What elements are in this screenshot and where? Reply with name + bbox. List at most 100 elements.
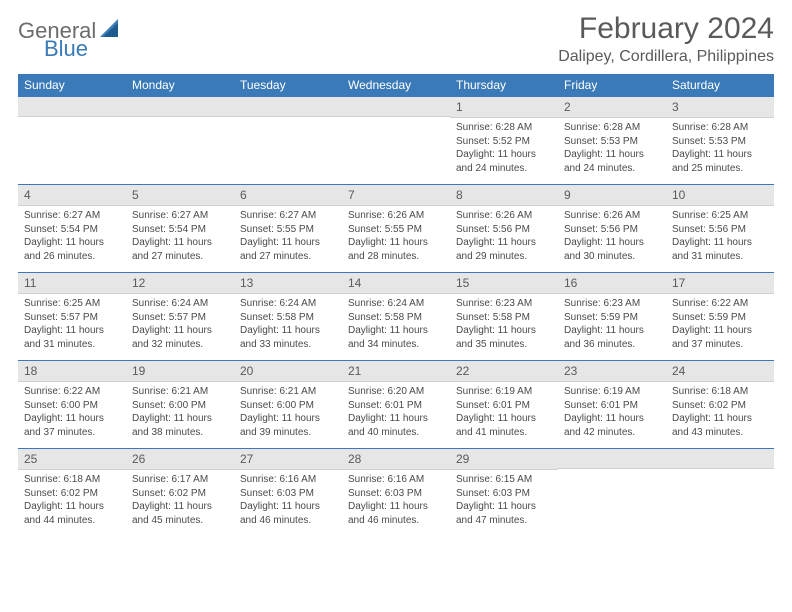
daylight-text: Daylight: 11 hours <box>132 324 228 338</box>
daylight-text: Daylight: 11 hours <box>132 412 228 426</box>
day-number: 10 <box>666 185 774 206</box>
day-number: 6 <box>234 185 342 206</box>
sunrise-text: Sunrise: 6:21 AM <box>240 385 336 399</box>
sunrise-text: Sunrise: 6:16 AM <box>348 473 444 487</box>
sunrise-text: Sunrise: 6:27 AM <box>24 209 120 223</box>
day-details: Sunrise: 6:22 AMSunset: 6:00 PMDaylight:… <box>18 382 126 442</box>
sunset-text: Sunset: 5:59 PM <box>564 311 660 325</box>
day-number: 23 <box>558 361 666 382</box>
sunset-text: Sunset: 6:02 PM <box>132 487 228 501</box>
day-cell <box>666 449 774 537</box>
sunrise-text: Sunrise: 6:27 AM <box>132 209 228 223</box>
day-cell <box>342 97 450 185</box>
week-row: 11Sunrise: 6:25 AMSunset: 5:57 PMDayligh… <box>18 273 774 361</box>
day-number: 25 <box>18 449 126 470</box>
day-cell: 15Sunrise: 6:23 AMSunset: 5:58 PMDayligh… <box>450 273 558 361</box>
daylight-text: Daylight: 11 hours <box>348 324 444 338</box>
day-cell: 14Sunrise: 6:24 AMSunset: 5:58 PMDayligh… <box>342 273 450 361</box>
sunset-text: Sunset: 6:03 PM <box>240 487 336 501</box>
day-details: Sunrise: 6:16 AMSunset: 6:03 PMDaylight:… <box>234 470 342 530</box>
daylight-text-2: and 32 minutes. <box>132 338 228 352</box>
sunset-text: Sunset: 5:56 PM <box>672 223 768 237</box>
day-details: Sunrise: 6:24 AMSunset: 5:58 PMDaylight:… <box>234 294 342 354</box>
day-details: Sunrise: 6:21 AMSunset: 6:00 PMDaylight:… <box>126 382 234 442</box>
daylight-text-2: and 29 minutes. <box>456 250 552 264</box>
day-details: Sunrise: 6:20 AMSunset: 6:01 PMDaylight:… <box>342 382 450 442</box>
sunset-text: Sunset: 5:53 PM <box>672 135 768 149</box>
daylight-text: Daylight: 11 hours <box>564 412 660 426</box>
empty-day-number <box>18 97 126 117</box>
sunrise-text: Sunrise: 6:18 AM <box>24 473 120 487</box>
day-cell: 27Sunrise: 6:16 AMSunset: 6:03 PMDayligh… <box>234 449 342 537</box>
daylight-text-2: and 47 minutes. <box>456 514 552 528</box>
week-row: 25Sunrise: 6:18 AMSunset: 6:02 PMDayligh… <box>18 449 774 537</box>
daylight-text: Daylight: 11 hours <box>240 236 336 250</box>
day-cell <box>234 97 342 185</box>
day-details: Sunrise: 6:24 AMSunset: 5:58 PMDaylight:… <box>342 294 450 354</box>
day-details: Sunrise: 6:27 AMSunset: 5:55 PMDaylight:… <box>234 206 342 266</box>
day-number: 27 <box>234 449 342 470</box>
empty-day-number <box>126 97 234 117</box>
day-cell: 29Sunrise: 6:15 AMSunset: 6:03 PMDayligh… <box>450 449 558 537</box>
sunrise-text: Sunrise: 6:21 AM <box>132 385 228 399</box>
sunrise-text: Sunrise: 6:17 AM <box>132 473 228 487</box>
sunset-text: Sunset: 6:00 PM <box>24 399 120 413</box>
week-row: 4Sunrise: 6:27 AMSunset: 5:54 PMDaylight… <box>18 185 774 273</box>
day-header-sunday: Sunday <box>18 74 126 97</box>
day-number: 13 <box>234 273 342 294</box>
sunrise-text: Sunrise: 6:28 AM <box>456 121 552 135</box>
daylight-text-2: and 31 minutes. <box>672 250 768 264</box>
sunset-text: Sunset: 5:55 PM <box>240 223 336 237</box>
day-cell: 2Sunrise: 6:28 AMSunset: 5:53 PMDaylight… <box>558 97 666 185</box>
day-cell: 23Sunrise: 6:19 AMSunset: 6:01 PMDayligh… <box>558 361 666 449</box>
day-details: Sunrise: 6:18 AMSunset: 6:02 PMDaylight:… <box>666 382 774 442</box>
daylight-text: Daylight: 11 hours <box>456 500 552 514</box>
sunset-text: Sunset: 6:00 PM <box>240 399 336 413</box>
day-cell <box>18 97 126 185</box>
empty-day-number <box>342 97 450 117</box>
sunrise-text: Sunrise: 6:16 AM <box>240 473 336 487</box>
sunset-text: Sunset: 5:54 PM <box>24 223 120 237</box>
daylight-text-2: and 37 minutes. <box>672 338 768 352</box>
day-cell: 28Sunrise: 6:16 AMSunset: 6:03 PMDayligh… <box>342 449 450 537</box>
empty-day-number <box>234 97 342 117</box>
day-cell: 25Sunrise: 6:18 AMSunset: 6:02 PMDayligh… <box>18 449 126 537</box>
daylight-text-2: and 36 minutes. <box>564 338 660 352</box>
day-number: 16 <box>558 273 666 294</box>
daylight-text-2: and 27 minutes. <box>240 250 336 264</box>
day-cell: 1Sunrise: 6:28 AMSunset: 5:52 PMDaylight… <box>450 97 558 185</box>
day-number: 29 <box>450 449 558 470</box>
daylight-text-2: and 30 minutes. <box>564 250 660 264</box>
day-number: 12 <box>126 273 234 294</box>
day-details: Sunrise: 6:26 AMSunset: 5:56 PMDaylight:… <box>558 206 666 266</box>
day-cell: 19Sunrise: 6:21 AMSunset: 6:00 PMDayligh… <box>126 361 234 449</box>
calendar-body: 1Sunrise: 6:28 AMSunset: 5:52 PMDaylight… <box>18 97 774 537</box>
day-number: 9 <box>558 185 666 206</box>
daylight-text: Daylight: 11 hours <box>240 412 336 426</box>
week-row: 1Sunrise: 6:28 AMSunset: 5:52 PMDaylight… <box>18 97 774 185</box>
day-cell: 3Sunrise: 6:28 AMSunset: 5:53 PMDaylight… <box>666 97 774 185</box>
day-details: Sunrise: 6:18 AMSunset: 6:02 PMDaylight:… <box>18 470 126 530</box>
day-cell: 26Sunrise: 6:17 AMSunset: 6:02 PMDayligh… <box>126 449 234 537</box>
day-header-tuesday: Tuesday <box>234 74 342 97</box>
day-details: Sunrise: 6:19 AMSunset: 6:01 PMDaylight:… <box>450 382 558 442</box>
sunrise-text: Sunrise: 6:23 AM <box>456 297 552 311</box>
daylight-text-2: and 24 minutes. <box>564 162 660 176</box>
daylight-text: Daylight: 11 hours <box>348 412 444 426</box>
day-header-monday: Monday <box>126 74 234 97</box>
day-cell: 20Sunrise: 6:21 AMSunset: 6:00 PMDayligh… <box>234 361 342 449</box>
page-header: General February 2024 Dalipey, Cordiller… <box>18 12 774 66</box>
day-details: Sunrise: 6:28 AMSunset: 5:53 PMDaylight:… <box>558 118 666 178</box>
sunset-text: Sunset: 6:01 PM <box>456 399 552 413</box>
daylight-text: Daylight: 11 hours <box>564 324 660 338</box>
daylight-text-2: and 24 minutes. <box>456 162 552 176</box>
day-number: 2 <box>558 97 666 118</box>
daylight-text: Daylight: 11 hours <box>456 324 552 338</box>
sunrise-text: Sunrise: 6:22 AM <box>672 297 768 311</box>
sunrise-text: Sunrise: 6:28 AM <box>564 121 660 135</box>
daylight-text-2: and 34 minutes. <box>348 338 444 352</box>
sunrise-text: Sunrise: 6:24 AM <box>348 297 444 311</box>
sunrise-text: Sunrise: 6:18 AM <box>672 385 768 399</box>
daylight-text-2: and 44 minutes. <box>24 514 120 528</box>
month-title: February 2024 <box>558 12 774 46</box>
